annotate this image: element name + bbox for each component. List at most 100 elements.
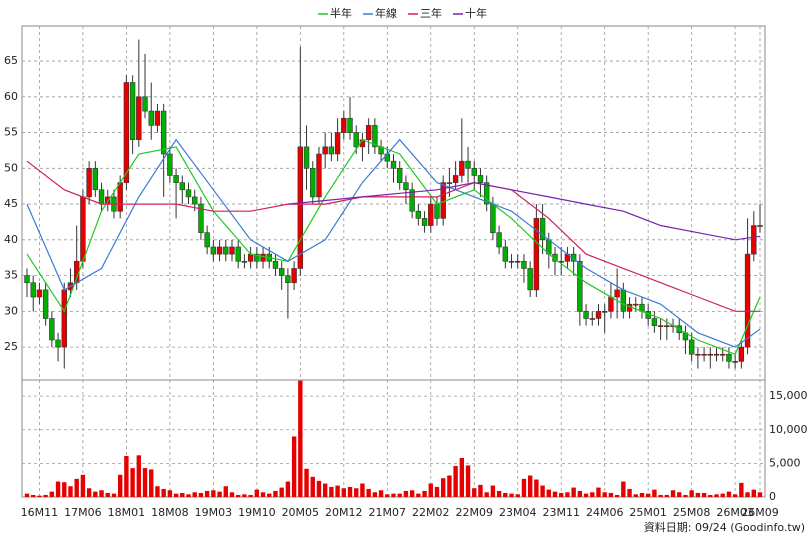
candle-body <box>726 353 732 362</box>
volume-bar <box>335 485 340 497</box>
volume-bar <box>211 490 216 497</box>
volume-bar <box>372 492 378 497</box>
candle-body <box>720 353 726 356</box>
volume-bar <box>745 492 750 497</box>
volume-bar <box>602 492 607 497</box>
candle-body <box>223 246 229 255</box>
candle-body <box>415 210 422 219</box>
candle-body <box>167 153 173 176</box>
candle-body <box>707 353 714 356</box>
candle-body <box>235 246 241 262</box>
volume-tick-label: 0 <box>769 490 776 503</box>
candle-body <box>297 146 304 269</box>
volume-bar <box>37 495 42 497</box>
volume-bar <box>99 490 104 497</box>
candle-body <box>365 125 372 141</box>
candle-body <box>751 225 757 255</box>
volume-bar <box>652 489 657 497</box>
y-tick-label: 60 <box>4 90 18 103</box>
volume-bar <box>559 492 564 497</box>
candle-body <box>92 168 99 191</box>
candle-body <box>198 203 204 233</box>
volume-bar <box>459 458 465 497</box>
x-tick-label: 21M07 <box>369 506 407 519</box>
candle-body <box>285 275 291 284</box>
candle-body <box>192 196 198 205</box>
candle-body <box>98 189 105 205</box>
volume-bar <box>347 486 353 497</box>
y-tick-label: 30 <box>4 304 18 317</box>
y-tick-label: 45 <box>4 197 18 210</box>
volume-bar <box>757 492 763 497</box>
volume-bar <box>596 487 601 497</box>
volume-bar <box>447 475 452 497</box>
x-tick-label: 16M11 <box>21 506 59 519</box>
y-tick-label: 40 <box>4 233 18 246</box>
volume-bar <box>701 492 707 497</box>
volume-bar <box>55 481 61 497</box>
volume-bar <box>111 493 117 497</box>
volume-bar <box>614 494 620 497</box>
candle-body <box>738 346 745 362</box>
x-tick-label: 23M11 <box>542 506 580 519</box>
candle-body <box>328 146 335 155</box>
candle-body <box>30 282 36 298</box>
volume-bar <box>409 490 415 497</box>
volume-bar <box>24 493 30 497</box>
y-tick-label: 65 <box>4 54 18 67</box>
volume-bar <box>186 494 191 497</box>
volume-bar <box>621 481 626 497</box>
volume-bar <box>503 492 508 497</box>
candle-body <box>539 218 546 241</box>
candle-body <box>291 268 297 284</box>
volume-bar <box>310 476 315 497</box>
candle-body <box>614 289 620 298</box>
candle-body <box>508 260 515 263</box>
volume-bar <box>117 474 123 497</box>
candle-body <box>713 353 720 356</box>
x-tick-label: 25M08 <box>673 506 711 519</box>
candle-body <box>701 353 707 356</box>
candle-body <box>49 318 55 341</box>
volume-bar <box>173 493 179 497</box>
candle-body <box>247 253 254 262</box>
candle-body <box>695 353 701 356</box>
volume-bar <box>664 494 670 497</box>
candle-body <box>229 246 235 255</box>
volume-bar <box>366 488 371 497</box>
candle-body <box>744 253 751 348</box>
volume-bar <box>155 486 160 497</box>
candle-body <box>459 160 465 176</box>
ma-line <box>26 138 761 348</box>
candle-body <box>477 175 484 183</box>
volume-bar <box>167 490 173 497</box>
volume-bar <box>677 492 682 497</box>
candle-body <box>452 175 459 183</box>
y-tick-label: 25 <box>4 340 18 353</box>
x-tick-label: 20M12 <box>325 506 363 519</box>
volume-bar <box>161 488 166 497</box>
volume-bar <box>316 480 322 497</box>
volume-bar <box>633 494 638 497</box>
volume-bar <box>31 494 36 497</box>
candle-body <box>651 318 658 326</box>
volume-bar <box>527 475 533 497</box>
candle-body <box>428 203 434 226</box>
volume-bar <box>608 492 614 497</box>
candle-body <box>160 110 167 155</box>
volume-bar <box>496 490 502 497</box>
volume-bar <box>49 491 55 497</box>
candle-body <box>86 168 92 198</box>
candle-body <box>608 296 614 312</box>
volume-bar <box>434 486 440 497</box>
volume-bar <box>229 492 235 497</box>
candle-body <box>390 160 397 169</box>
volume-bar <box>285 481 291 497</box>
x-tick-label: 18M08 <box>151 506 189 519</box>
volume-bar <box>62 482 67 497</box>
volume-bar <box>546 489 551 497</box>
ma-line <box>26 138 761 356</box>
x-tick-label: 26M09 <box>741 506 779 519</box>
candle-body <box>310 168 316 198</box>
